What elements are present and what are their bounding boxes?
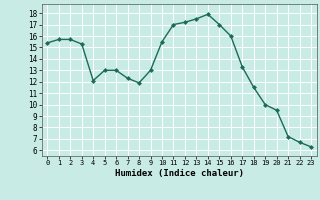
- X-axis label: Humidex (Indice chaleur): Humidex (Indice chaleur): [115, 169, 244, 178]
